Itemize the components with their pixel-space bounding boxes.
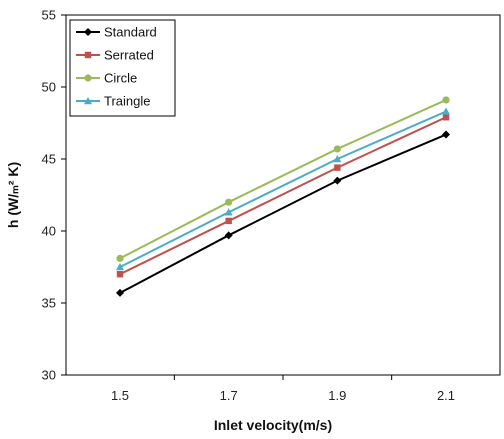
legend-label: Serrated <box>104 48 154 63</box>
y-tick-label: 30 <box>42 368 56 383</box>
data-point <box>225 217 232 225</box>
series-layer <box>116 96 450 297</box>
legend-label: Circle <box>104 71 137 86</box>
data-point <box>116 271 124 278</box>
y-tick-label: 55 <box>42 8 56 23</box>
legend-item: Serrated <box>76 48 154 63</box>
legend-box <box>69 19 176 117</box>
data-point <box>442 96 450 104</box>
x-axis-title: Inlet velocity(m/s) <box>214 417 332 433</box>
data-point <box>116 288 124 297</box>
y-axis: 30 35 40 45 50 55 <box>42 8 66 383</box>
data-point <box>225 198 233 206</box>
legend-marker <box>84 74 92 82</box>
data-point <box>333 155 342 163</box>
x-tick-label: 1.5 <box>111 388 129 403</box>
data-point <box>333 145 341 153</box>
data-point <box>442 107 450 115</box>
y-tick-label: 45 <box>42 152 56 167</box>
legend-marker <box>84 51 92 59</box>
data-point <box>224 208 233 216</box>
x-tick-label: 1.9 <box>328 388 346 403</box>
x-tick-label: 1.7 <box>220 388 238 403</box>
data-point <box>334 164 341 171</box>
series-serrated <box>116 114 450 278</box>
data-point <box>442 114 450 121</box>
series-line <box>119 110 447 268</box>
data-point <box>224 231 233 240</box>
x-axis: 1.5 1.7 1.9 2.1 <box>111 375 455 403</box>
data-point <box>333 176 342 185</box>
legend-marker <box>84 97 92 105</box>
legend: Standard Serrated Circle Traingle <box>69 19 176 117</box>
data-point <box>116 263 124 271</box>
y-tick-label: 50 <box>42 80 56 95</box>
legend-label: Standard <box>104 25 157 40</box>
y-tick-label: 35 <box>42 296 56 311</box>
legend-item: Standard <box>76 25 157 40</box>
series-line <box>119 116 447 276</box>
legend-label: Traingle <box>104 94 150 109</box>
series-line <box>119 133 447 294</box>
data-point <box>442 130 450 139</box>
legend-marker <box>84 28 92 36</box>
series-circle <box>116 96 450 262</box>
y-tick-label: 40 <box>42 224 56 239</box>
legend-item: Circle <box>76 71 137 86</box>
series-traingle <box>116 107 450 271</box>
data-point <box>116 254 124 262</box>
legend-item: Traingle <box>76 94 150 109</box>
series-standard <box>116 130 450 297</box>
y-axis-title: h (W/ₘ² K) <box>5 162 21 228</box>
series-line <box>119 99 447 260</box>
x-tick-label: 2.1 <box>437 388 455 403</box>
